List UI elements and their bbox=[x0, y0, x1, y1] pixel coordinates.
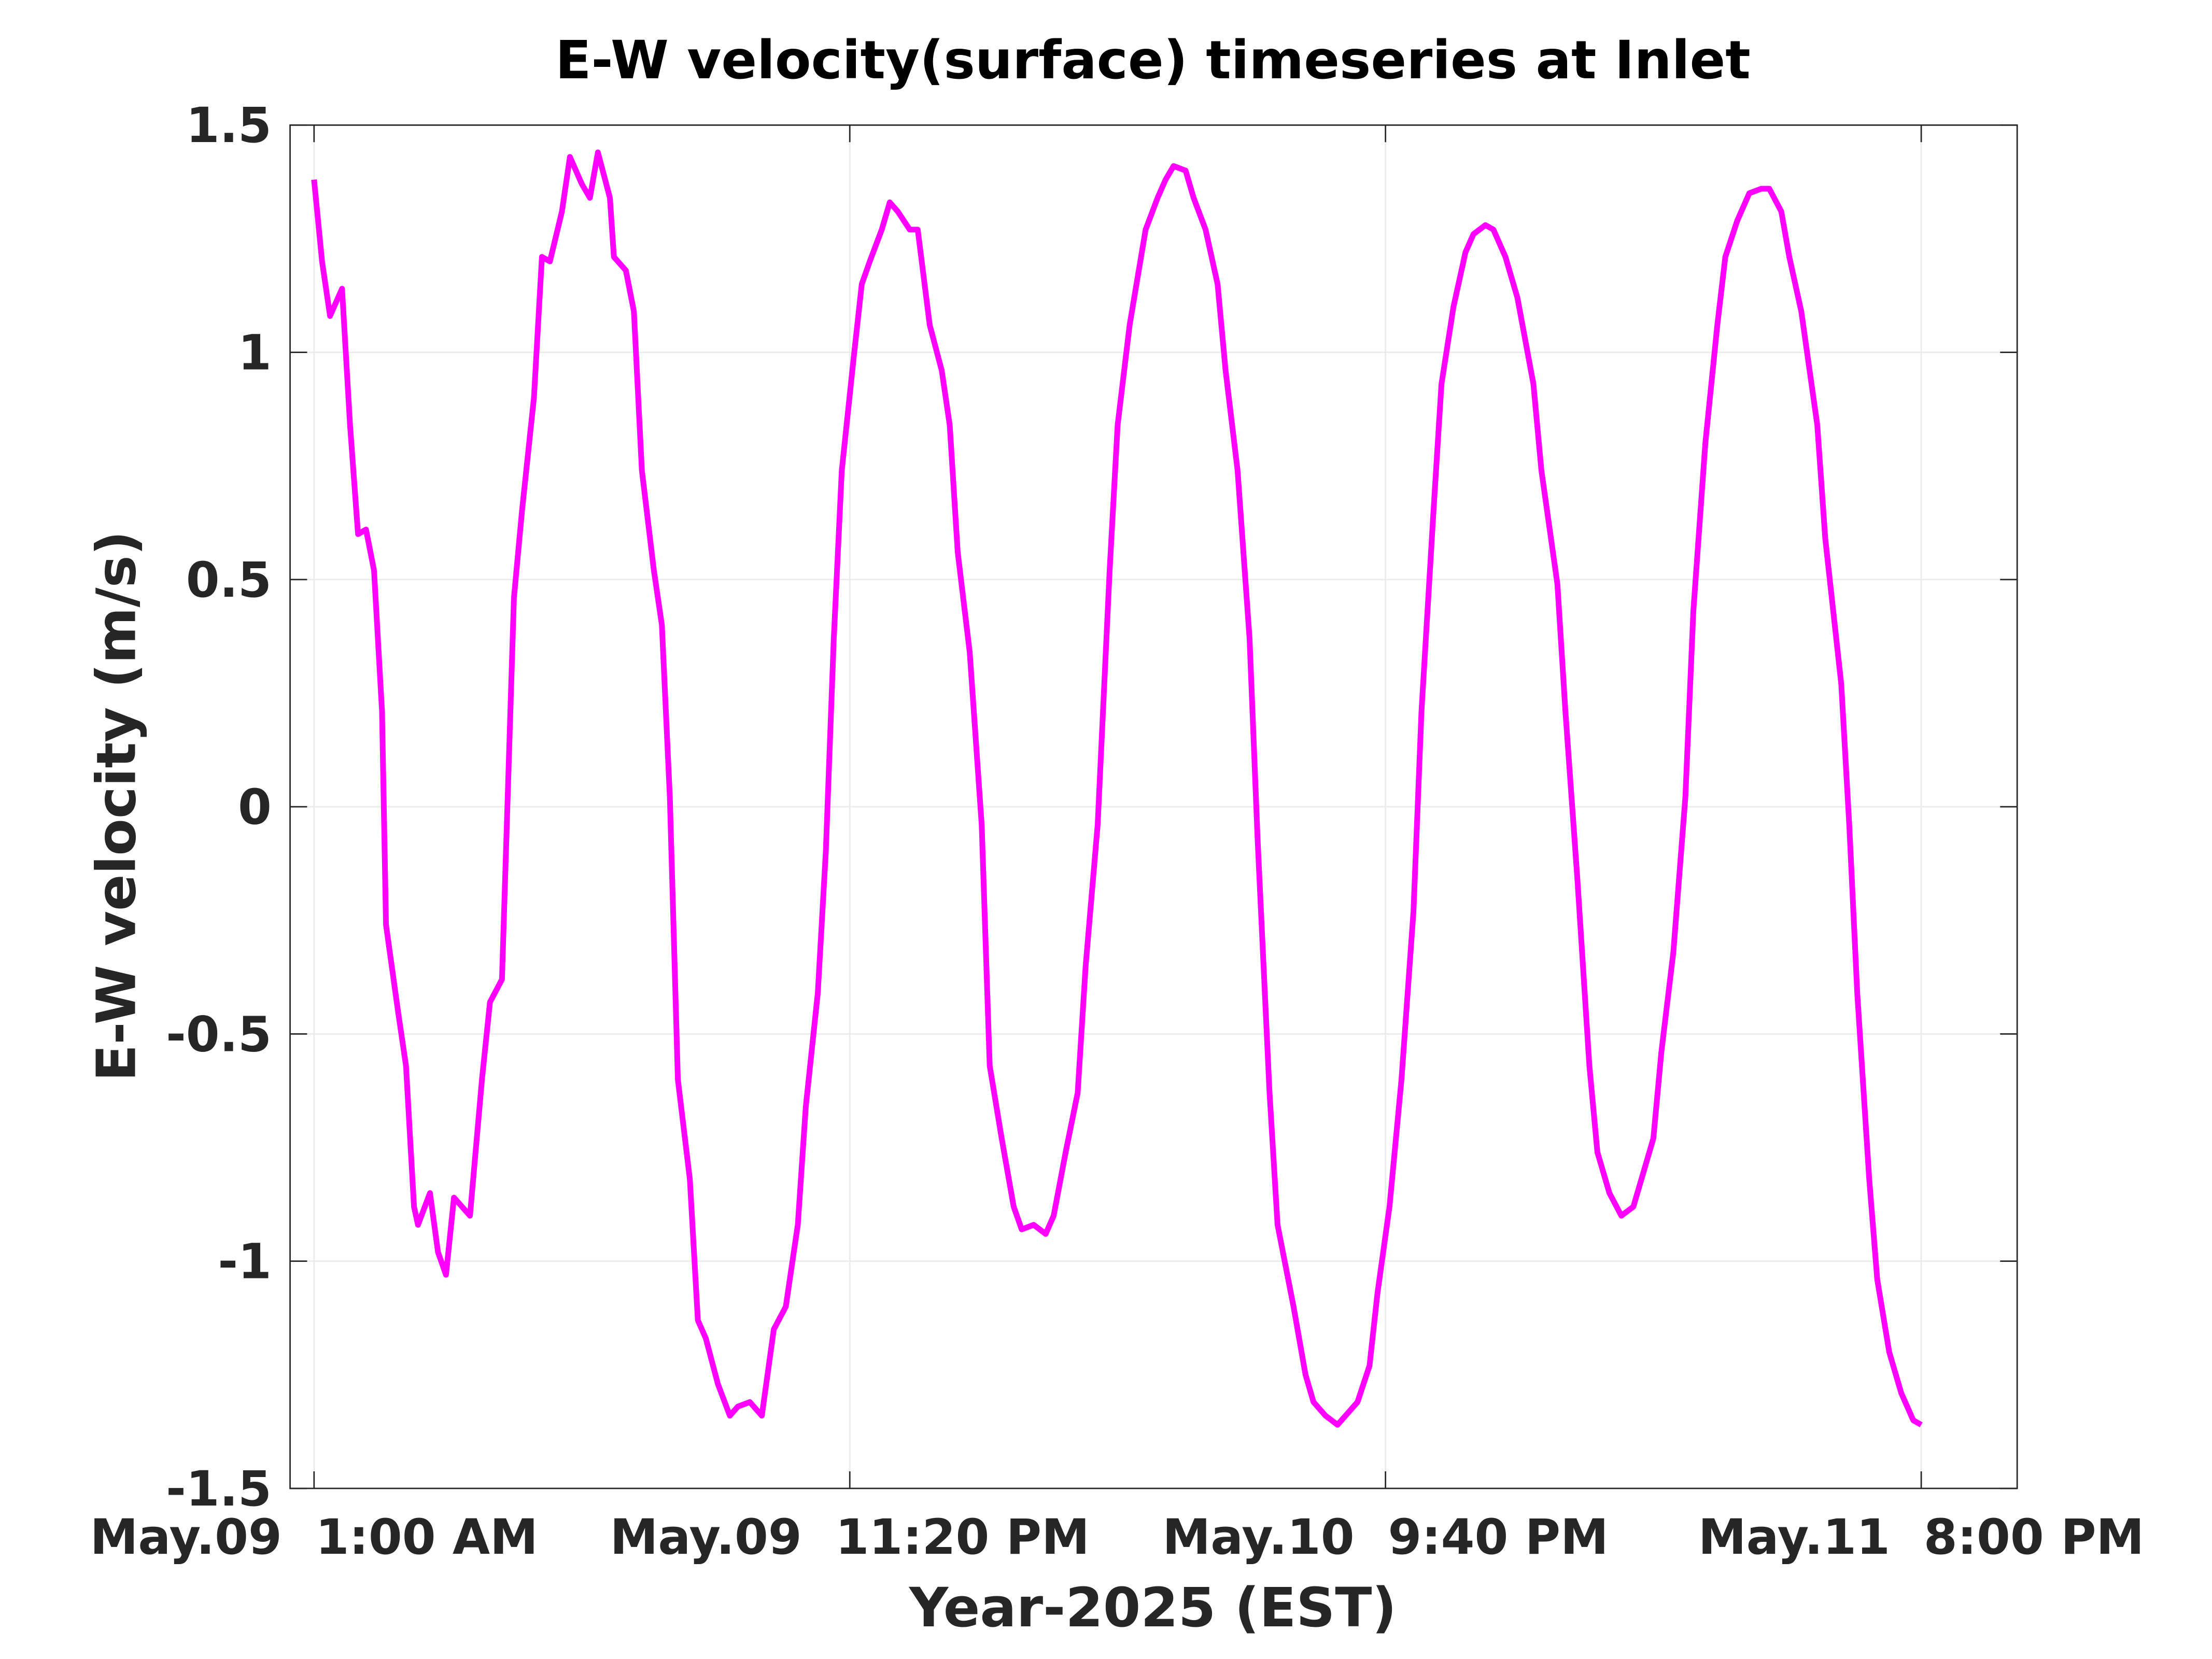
y-tick-label: -1.5 bbox=[166, 1460, 272, 1517]
y-tick-label: -1 bbox=[218, 1233, 272, 1290]
x-tick-label: May.11 8:00 PM bbox=[1698, 1509, 2144, 1565]
y-tick-label: 0 bbox=[238, 779, 272, 835]
y-tick-label: 1 bbox=[238, 324, 272, 381]
y-axis-label: E-W velocity (m/s) bbox=[85, 531, 148, 1081]
y-tick-label: -0.5 bbox=[166, 1006, 272, 1062]
y-tick-label: 0.5 bbox=[186, 552, 272, 608]
x-axis-label: Year-2025 (EST) bbox=[908, 1576, 1397, 1639]
x-tick-label: May.09 11:20 PM bbox=[610, 1509, 1090, 1565]
chart-title: E-W velocity(surface) timeseries at Inle… bbox=[555, 30, 1751, 91]
y-tick-label: 1.5 bbox=[186, 97, 272, 153]
data-line bbox=[311, 149, 1923, 1428]
x-tick-label: May.10 9:40 PM bbox=[1162, 1509, 1608, 1565]
x-tick-label: May.09 1:00 AM bbox=[90, 1509, 538, 1565]
